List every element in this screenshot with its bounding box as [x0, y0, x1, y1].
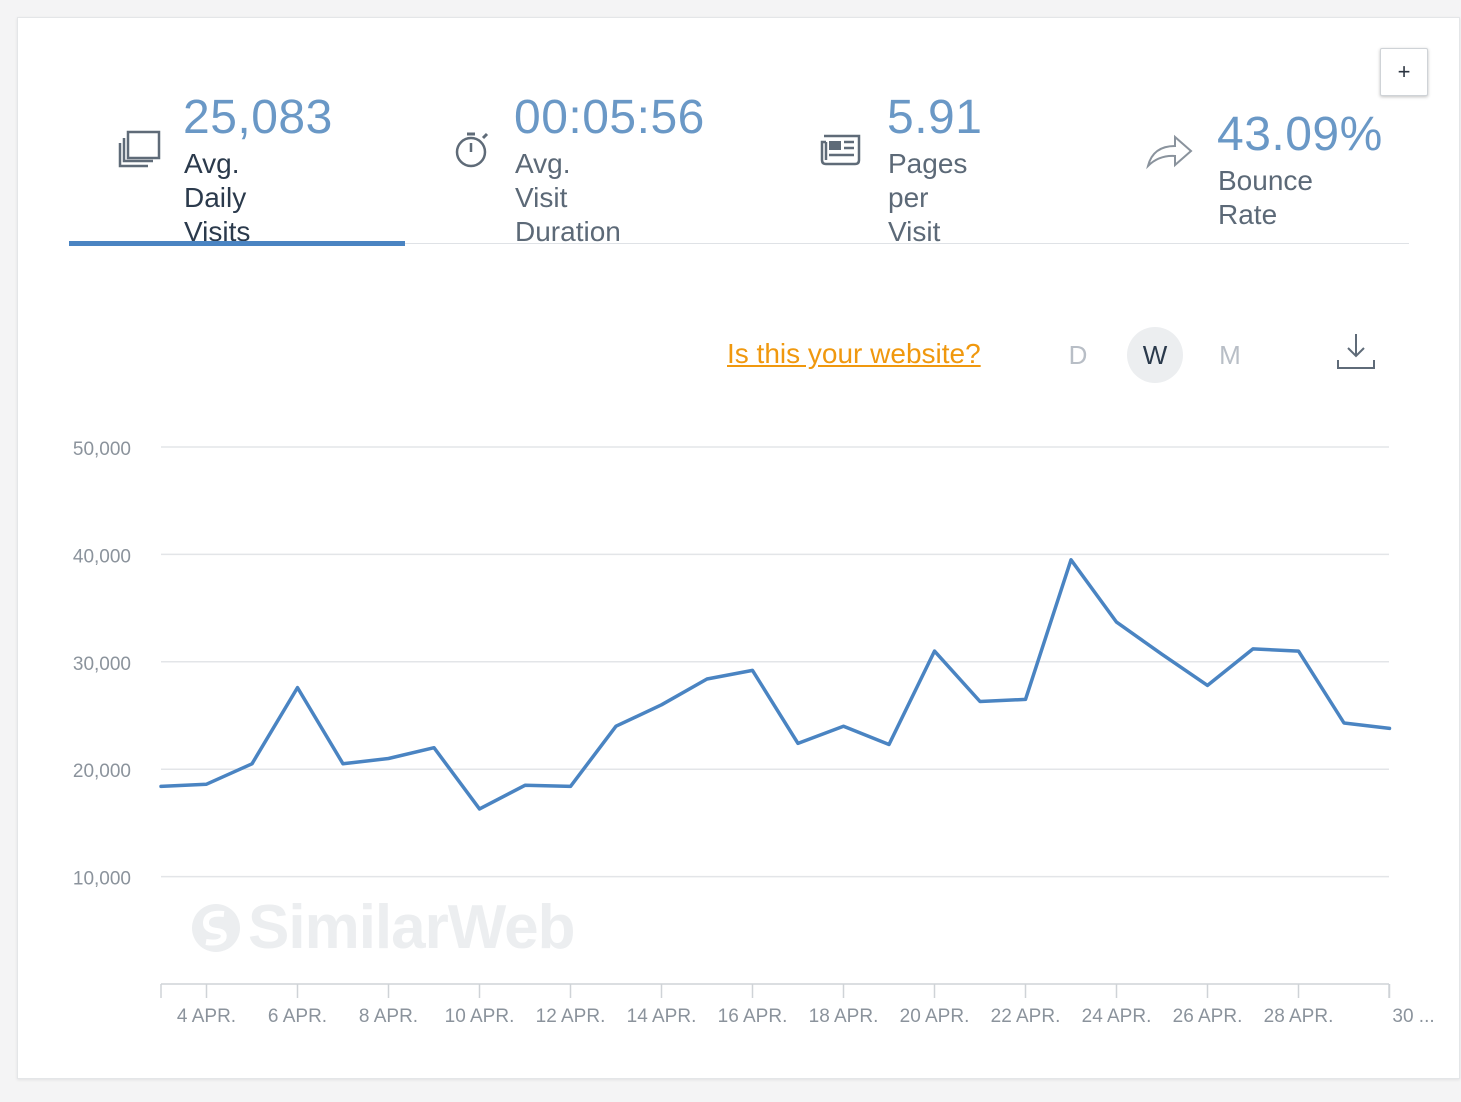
x-tick-label: 20 APR.	[900, 1006, 970, 1027]
metric-label: Bounce Rate	[1218, 164, 1313, 232]
y-tick-label: 10,000	[73, 869, 131, 890]
x-tick-label: 14 APR.	[627, 1006, 697, 1027]
x-tick-label: 18 APR.	[809, 1006, 879, 1027]
x-tick-label: 4 APR.	[177, 1006, 236, 1027]
download-icon[interactable]	[1336, 332, 1376, 372]
visits-series-line	[159, 558, 1392, 811]
x-tick-label: 30 ...	[1392, 1006, 1434, 1027]
newspaper-icon	[820, 134, 861, 166]
x-tick-label: 6 APR.	[268, 1006, 327, 1027]
x-tick-label: 28 APR.	[1264, 1006, 1334, 1027]
x-tick-label: 24 APR.	[1082, 1006, 1152, 1027]
tabs-divider	[69, 243, 1409, 244]
similarweb-watermark: SimilarWeb	[190, 892, 576, 963]
x-tick-label: 16 APR.	[718, 1006, 788, 1027]
granularity-week-button[interactable]: W	[1127, 327, 1183, 383]
metric-label-line: Duration	[515, 216, 621, 247]
y-tick-label: 20,000	[73, 761, 131, 782]
metric-value: 00:05:56	[514, 91, 705, 144]
traffic-overview-card: + 25,083 Avg. Daily Visits 00:05:56 Avg.…	[17, 17, 1460, 1079]
watermark-text: SimilarWeb	[248, 893, 576, 962]
y-tick-label: 40,000	[73, 546, 131, 567]
active-tab-indicator	[69, 241, 405, 246]
metric-label: Pages per Visit	[888, 147, 967, 249]
visits-line-chart: 10,000 20,000 30,000 40,000 50,000 4 APR. 6 AP…	[73, 439, 1435, 1027]
y-tick-label: 30,000	[73, 654, 131, 675]
x-tick-label: 12 APR.	[536, 1006, 606, 1027]
share-arrow-icon	[1146, 134, 1193, 170]
similarweb-logo-icon	[192, 903, 240, 952]
granularity-day-button[interactable]: D	[1068, 339, 1088, 370]
add-button[interactable]: +	[1380, 48, 1428, 96]
metric-label-line: Avg. Visit	[515, 148, 571, 213]
x-tick-label: 10 APR.	[445, 1006, 515, 1027]
y-tick-label: 50,000	[73, 439, 131, 460]
metric-value: 25,083	[183, 91, 333, 144]
x-tick-label: 8 APR.	[359, 1006, 418, 1027]
visits-icon	[118, 130, 161, 168]
metric-label-line: Pages per	[888, 148, 968, 213]
x-tick-label: 26 APR.	[1173, 1006, 1243, 1027]
metric-value: 43.09%	[1217, 108, 1383, 161]
metric-label-line: Bounce Rate	[1218, 165, 1313, 230]
metric-label-line: Avg. Daily	[184, 148, 247, 213]
x-tick-label: 22 APR.	[991, 1006, 1061, 1027]
metric-label: Avg. Visit Duration	[515, 147, 621, 249]
stopwatch-icon	[455, 132, 489, 168]
metric-value: 5.91	[887, 91, 983, 144]
granularity-month-button[interactable]: M	[1219, 339, 1241, 370]
metric-label-line: Visit	[888, 216, 941, 247]
own-website-link[interactable]: Is this your website?	[727, 338, 981, 369]
